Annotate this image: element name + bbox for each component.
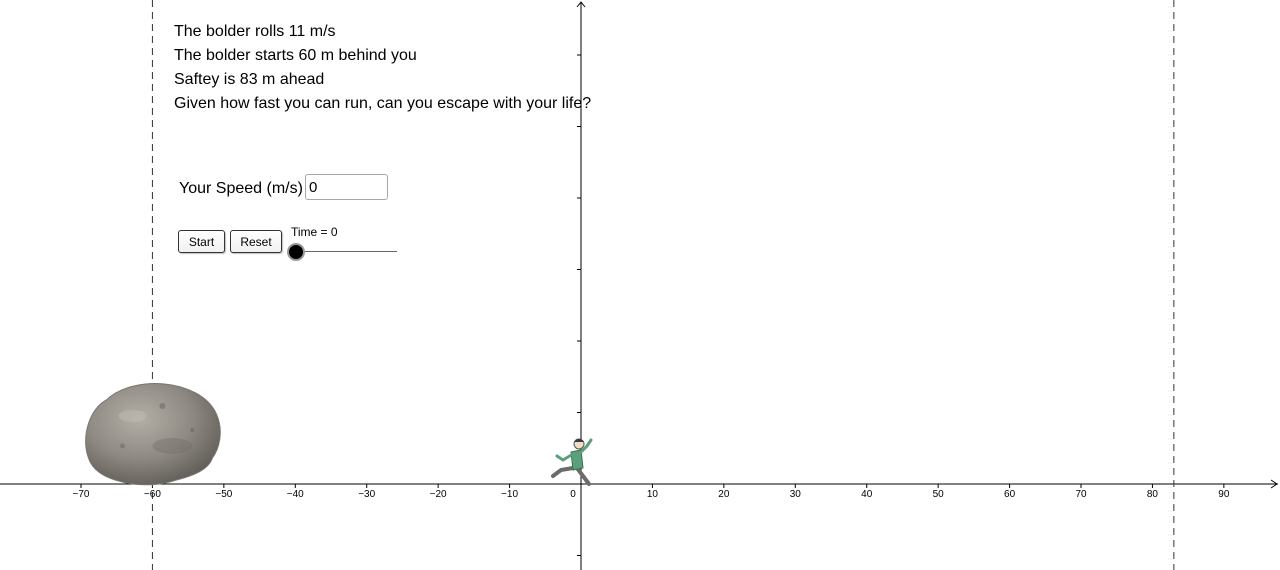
start-button[interactable]: Start xyxy=(178,230,225,253)
x-tick-label: 90 xyxy=(1218,489,1230,500)
x-tick-label: −10 xyxy=(501,489,518,500)
time-label: Time = 0 xyxy=(291,225,338,239)
running-man-image xyxy=(551,438,593,486)
x-tick-label: −70 xyxy=(73,489,90,500)
x-tick-label: 20 xyxy=(718,489,730,500)
time-slider-track[interactable] xyxy=(295,251,397,252)
x-tick-label: 10 xyxy=(647,489,659,500)
x-tick-label: −20 xyxy=(430,489,447,500)
x-tick-label: 60 xyxy=(1004,489,1016,500)
x-tick-label: 50 xyxy=(933,489,945,500)
reset-button[interactable]: Reset xyxy=(230,230,282,253)
x-tick-label: 40 xyxy=(861,489,873,500)
x-tick-label: −30 xyxy=(358,489,375,500)
boulder-image xyxy=(85,383,221,486)
x-tick-label: 0 xyxy=(570,489,576,500)
speed-label: Your Speed (m/s) xyxy=(179,180,303,197)
x-tick-label: −40 xyxy=(287,489,304,500)
y-axis-arrow xyxy=(576,1,586,8)
speed-input[interactable] xyxy=(305,174,388,200)
x-axis-arrow xyxy=(1270,479,1278,489)
x-axis-ticks xyxy=(80,484,1225,488)
x-tick-label: −60 xyxy=(144,489,161,500)
x-tick-label: 70 xyxy=(1075,489,1087,500)
problem-line-speed: The bolder rolls 11 m/s xyxy=(174,23,336,40)
x-tick-label: −50 xyxy=(215,489,232,500)
x-axis-tick-labels: −70 −60 −50 −40 −30 −20 −10 0 10 20 30 40 50 60 70 80 90 xyxy=(73,489,1230,500)
y-axis-ticks xyxy=(577,54,581,556)
x-tick-label: 30 xyxy=(790,489,802,500)
x-tick-label: 80 xyxy=(1147,489,1159,500)
time-slider-knob[interactable] xyxy=(287,243,305,261)
problem-line-start: The bolder starts 60 m behind you xyxy=(174,47,417,64)
problem-line-question: Given how fast you can run, can you esca… xyxy=(174,95,592,112)
problem-line-safety: Saftey is 83 m ahead xyxy=(174,71,325,88)
